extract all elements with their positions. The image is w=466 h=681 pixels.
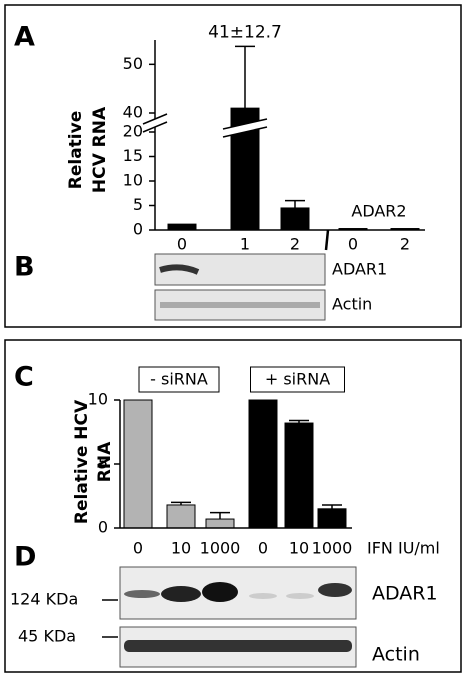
blot-marker: 45 KDa xyxy=(18,627,76,646)
x-tick-label: 1 xyxy=(240,235,250,254)
bar xyxy=(317,508,347,529)
blot-band xyxy=(124,640,352,652)
y-tick-label: 15 xyxy=(123,146,143,165)
y-axis-label: Relative HCV xyxy=(72,399,92,524)
bar-break xyxy=(227,120,263,136)
bar xyxy=(280,207,310,231)
blot-label: Actin xyxy=(372,644,420,666)
panel-letter: A xyxy=(14,22,35,53)
y-tick-label: 20 xyxy=(123,122,143,141)
bar xyxy=(166,504,196,529)
blot-band xyxy=(318,583,352,597)
x-tick-label: 2 xyxy=(400,235,410,254)
panel-letter: D xyxy=(14,542,36,573)
x-tick-label: 10 xyxy=(289,539,309,558)
blot-band xyxy=(202,582,238,602)
blot-band xyxy=(159,264,200,275)
y-tick-label: 10 xyxy=(88,390,108,409)
y-tick-label: 0 xyxy=(133,220,143,239)
y-axis-label: HCV RNA xyxy=(90,106,110,193)
separator xyxy=(324,229,330,251)
legend-label: - siRNA xyxy=(150,370,208,389)
y-axis-label: RNA xyxy=(95,441,115,482)
panel-frame xyxy=(4,4,462,328)
y-axis-label: Relative xyxy=(66,111,86,189)
x-tick-label: 0 xyxy=(177,235,187,254)
x-tick-label: 10 xyxy=(171,539,191,558)
annotation: ADAR2 xyxy=(351,202,406,221)
blot-band xyxy=(124,590,160,598)
blot-band xyxy=(286,593,314,599)
value-label: 41±12.7 xyxy=(208,22,282,42)
blot-band xyxy=(249,593,277,599)
bar-break xyxy=(222,126,268,138)
blot-band xyxy=(161,586,201,602)
x-tick-label: 0 xyxy=(133,539,143,558)
blot-marker: 124 KDa xyxy=(10,590,78,609)
bar xyxy=(167,223,197,231)
bar-break xyxy=(222,118,268,130)
x-tick-label: 2 xyxy=(290,235,300,254)
x-tick-label: 0 xyxy=(348,235,358,254)
y-tick-label: 10 xyxy=(123,171,143,190)
group-box xyxy=(138,366,220,393)
y-tick-label: 40 xyxy=(123,103,143,122)
y-tick-label: 50 xyxy=(123,54,143,73)
x-tick-label: 0 xyxy=(258,539,268,558)
y-tick-label: 5 xyxy=(98,454,108,473)
group-box xyxy=(250,366,345,393)
blot-band xyxy=(160,302,320,308)
x-tick-label: 1000 xyxy=(200,539,241,558)
axis-break xyxy=(142,113,168,125)
panel-frame xyxy=(4,339,462,673)
blot-label: ADAR1 xyxy=(332,260,387,279)
y-tick-label: 0 xyxy=(98,518,108,537)
legend-label: + siRNA xyxy=(265,370,330,389)
x-tick-label: 1000 xyxy=(312,539,353,558)
blot-label: Actin xyxy=(332,295,372,314)
panel-letter: B xyxy=(14,252,35,283)
bar xyxy=(284,422,314,529)
bar xyxy=(205,518,235,529)
axis-break xyxy=(142,121,168,133)
y-tick-label: 5 xyxy=(133,195,143,214)
panel-letter: C xyxy=(14,362,34,393)
x-axis-label: IFN IU/ml xyxy=(367,539,440,558)
bar xyxy=(248,399,278,529)
bar xyxy=(123,399,153,529)
blot-label: ADAR1 xyxy=(372,583,438,605)
